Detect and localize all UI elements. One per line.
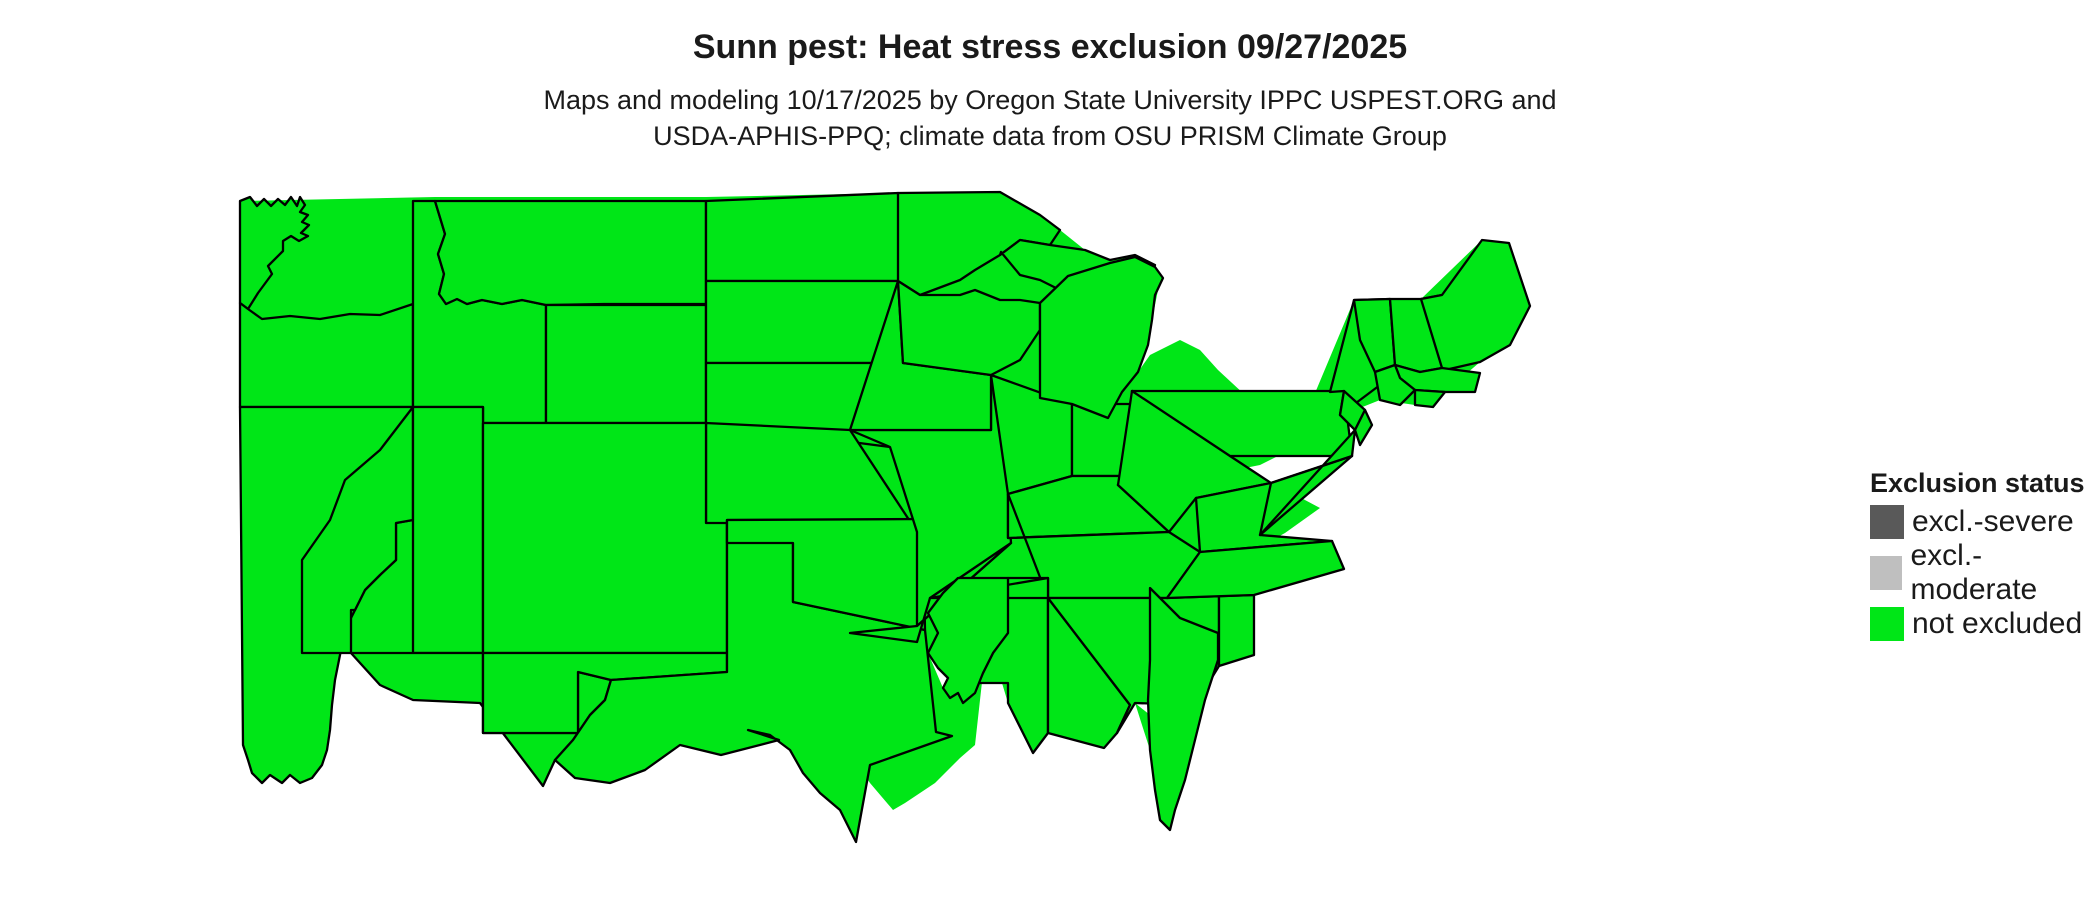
ME [1421, 240, 1530, 370]
MT [435, 201, 706, 305]
WY [546, 305, 706, 423]
ND [706, 193, 908, 281]
OR [240, 303, 413, 407]
UT [413, 407, 483, 653]
RI [1415, 390, 1445, 407]
CO [483, 423, 727, 653]
